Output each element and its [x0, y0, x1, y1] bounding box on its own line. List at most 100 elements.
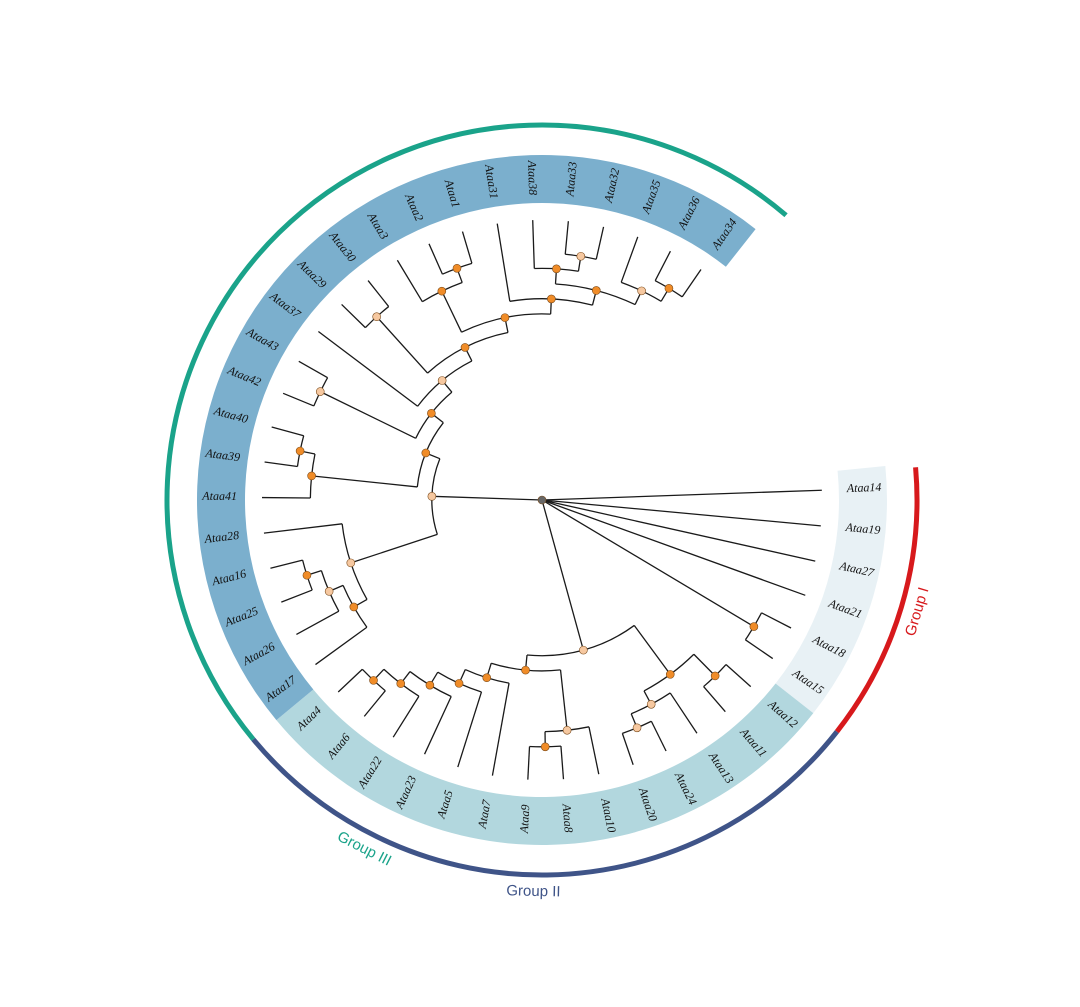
branch-line: [319, 391, 417, 439]
branch-line: [298, 360, 328, 379]
branch-line: [761, 612, 792, 629]
branch-line: [541, 499, 816, 562]
branch-line: [541, 499, 821, 527]
branch-line: [541, 499, 755, 628]
node-marker: [437, 286, 447, 296]
leaf-label: Ataa9: [517, 804, 532, 834]
node-marker: [637, 286, 646, 296]
node-marker: [452, 263, 462, 273]
branch-line: [315, 626, 368, 666]
tree-nodes: [295, 251, 759, 752]
node-marker: [315, 387, 325, 396]
node-marker: [579, 645, 588, 655]
branch-line: [296, 610, 340, 636]
node-marker: [346, 558, 356, 568]
branch-line: [457, 691, 483, 768]
group-band: [276, 683, 814, 846]
group-band: [196, 154, 756, 721]
group-arc: [164, 122, 788, 741]
leaf-label: Ataa19: [844, 520, 881, 537]
node-marker: [646, 699, 656, 709]
branch-line: [541, 489, 822, 501]
branch-line: [650, 720, 667, 752]
branch-line: [633, 625, 671, 675]
branch-line: [725, 664, 752, 688]
node-marker: [632, 723, 642, 733]
branch-line: [669, 692, 698, 734]
branch-line: [654, 250, 671, 281]
leaf-label: Ataa14: [846, 480, 882, 495]
node-marker: [295, 446, 305, 456]
node-marker: [421, 448, 431, 458]
branch-line: [317, 330, 419, 407]
branch-line: [745, 639, 774, 660]
leaf-label: Ataa33: [562, 161, 579, 198]
branch-line: [620, 236, 639, 283]
branch-line: [350, 533, 438, 564]
branch-line: [337, 668, 363, 693]
node-marker: [460, 343, 470, 352]
node-marker: [665, 670, 675, 679]
branch-line: [431, 495, 543, 501]
group-arc: [834, 467, 920, 734]
node-marker: [710, 671, 720, 681]
node-marker: [425, 680, 435, 690]
node-marker: [664, 284, 674, 293]
node-marker: [427, 492, 437, 501]
branch-line: [264, 461, 298, 468]
branch-line: [423, 696, 452, 755]
branch-line: [532, 220, 535, 269]
branch-line: [392, 695, 420, 738]
branch-line: [341, 303, 366, 329]
branch-line: [541, 499, 584, 651]
node-marker: [591, 286, 601, 295]
node-marker: [324, 587, 334, 596]
branch-line: [564, 221, 569, 255]
branch-line: [693, 653, 716, 677]
node-marker: [521, 665, 530, 675]
leaf-label: Ataa31: [482, 162, 502, 199]
branch-line: [681, 269, 702, 298]
node-marker: [547, 294, 556, 304]
branch-line: [367, 280, 390, 307]
branch-line: [496, 223, 511, 302]
branch-line: [282, 392, 315, 407]
branch-line: [527, 746, 531, 780]
branch-line: [270, 559, 303, 569]
node-marker: [369, 676, 378, 685]
branch-line: [595, 226, 605, 260]
branch-line: [461, 231, 473, 264]
leaf-label: Ataa7: [475, 798, 494, 831]
node-marker: [349, 602, 359, 612]
node-marker: [454, 679, 464, 688]
node-marker: [482, 673, 492, 682]
branch-line: [560, 746, 565, 780]
group-label: Group II: [506, 882, 561, 900]
node-marker: [562, 725, 572, 735]
leaf-label: Ataa41: [201, 489, 237, 503]
branch-line: [491, 683, 510, 776]
node-marker: [307, 471, 316, 481]
branch-line: [376, 316, 429, 374]
branch-line: [281, 589, 313, 603]
leaf-label: Ataa28: [203, 528, 240, 546]
branch-line: [441, 290, 463, 333]
node-marker: [576, 251, 586, 261]
branch-line: [559, 669, 568, 731]
branch-line: [588, 726, 600, 775]
node-marker: [552, 264, 561, 274]
node-marker: [749, 622, 759, 631]
branch-line: [363, 690, 386, 717]
leaf-label: Ataa8: [560, 802, 576, 833]
node-marker: [540, 742, 550, 752]
node-marker: [500, 313, 510, 322]
node-marker: [372, 312, 381, 322]
node-marker: [437, 376, 447, 385]
group-label: Group III: [334, 828, 394, 870]
group-arcs: [164, 122, 920, 878]
branch-line: [263, 523, 343, 534]
branch-line: [703, 686, 726, 713]
leaf-label: Ataa39: [204, 446, 241, 465]
node-marker: [537, 495, 547, 505]
